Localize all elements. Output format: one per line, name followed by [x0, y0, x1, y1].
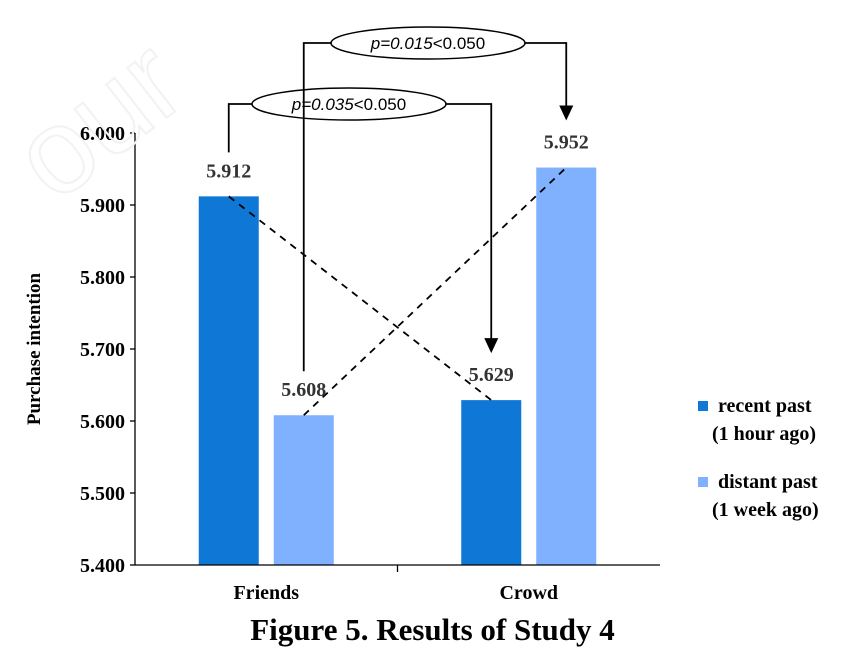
y-tick-label: 5.600 — [80, 411, 125, 433]
p-threshold: <0.050 — [354, 95, 406, 114]
bar-1-1 — [536, 167, 597, 565]
x-tick-label: Crowd — [499, 582, 558, 604]
bar-1-0 — [273, 415, 334, 565]
data-label: 5.912 — [206, 160, 251, 182]
figure-caption: Figure 5. Results of Study 4 — [250, 612, 615, 647]
p-threshold: <0.050 — [433, 34, 485, 53]
legend-label-detail: (1 week ago) — [712, 499, 819, 521]
data-label: 5.629 — [469, 364, 514, 386]
bar-0-0 — [198, 196, 259, 566]
legend-label-detail: (1 hour ago) — [712, 423, 816, 445]
legend-swatch — [698, 477, 708, 487]
legend-label: recent past — [718, 395, 812, 417]
y-tick-label: 5.500 — [80, 483, 125, 505]
p-value: p=0.015 — [370, 34, 433, 53]
y-axis-title: Purchase intention — [24, 272, 45, 425]
p-value-label: p=0.035<0.050 — [291, 95, 406, 114]
y-tick-label: 6.000 — [80, 123, 125, 145]
p-value-ellipse — [330, 26, 526, 60]
p-value: p=0.035 — [291, 95, 354, 114]
p-value-label: p=0.015<0.050 — [370, 34, 485, 53]
legend-label: distant past — [718, 471, 818, 493]
y-tick-label: 5.700 — [80, 339, 125, 361]
x-tick-label: Friends — [233, 582, 299, 604]
y-tick-label: 5.900 — [80, 195, 125, 217]
p-value-ellipse — [251, 87, 447, 121]
bar-0-1 — [461, 400, 522, 565]
legend-swatch — [698, 401, 708, 411]
data-label: 5.608 — [281, 379, 326, 401]
arrow-head — [484, 338, 499, 354]
data-label: 5.952 — [544, 132, 589, 154]
series-dashed-line — [303, 166, 567, 416]
y-tick-label: 5.800 — [80, 267, 125, 289]
series-dashed-line — [228, 195, 492, 401]
significance-bracket — [227, 103, 493, 340]
y-tick-label: 5.400 — [80, 555, 125, 577]
arrow-head — [559, 105, 574, 121]
